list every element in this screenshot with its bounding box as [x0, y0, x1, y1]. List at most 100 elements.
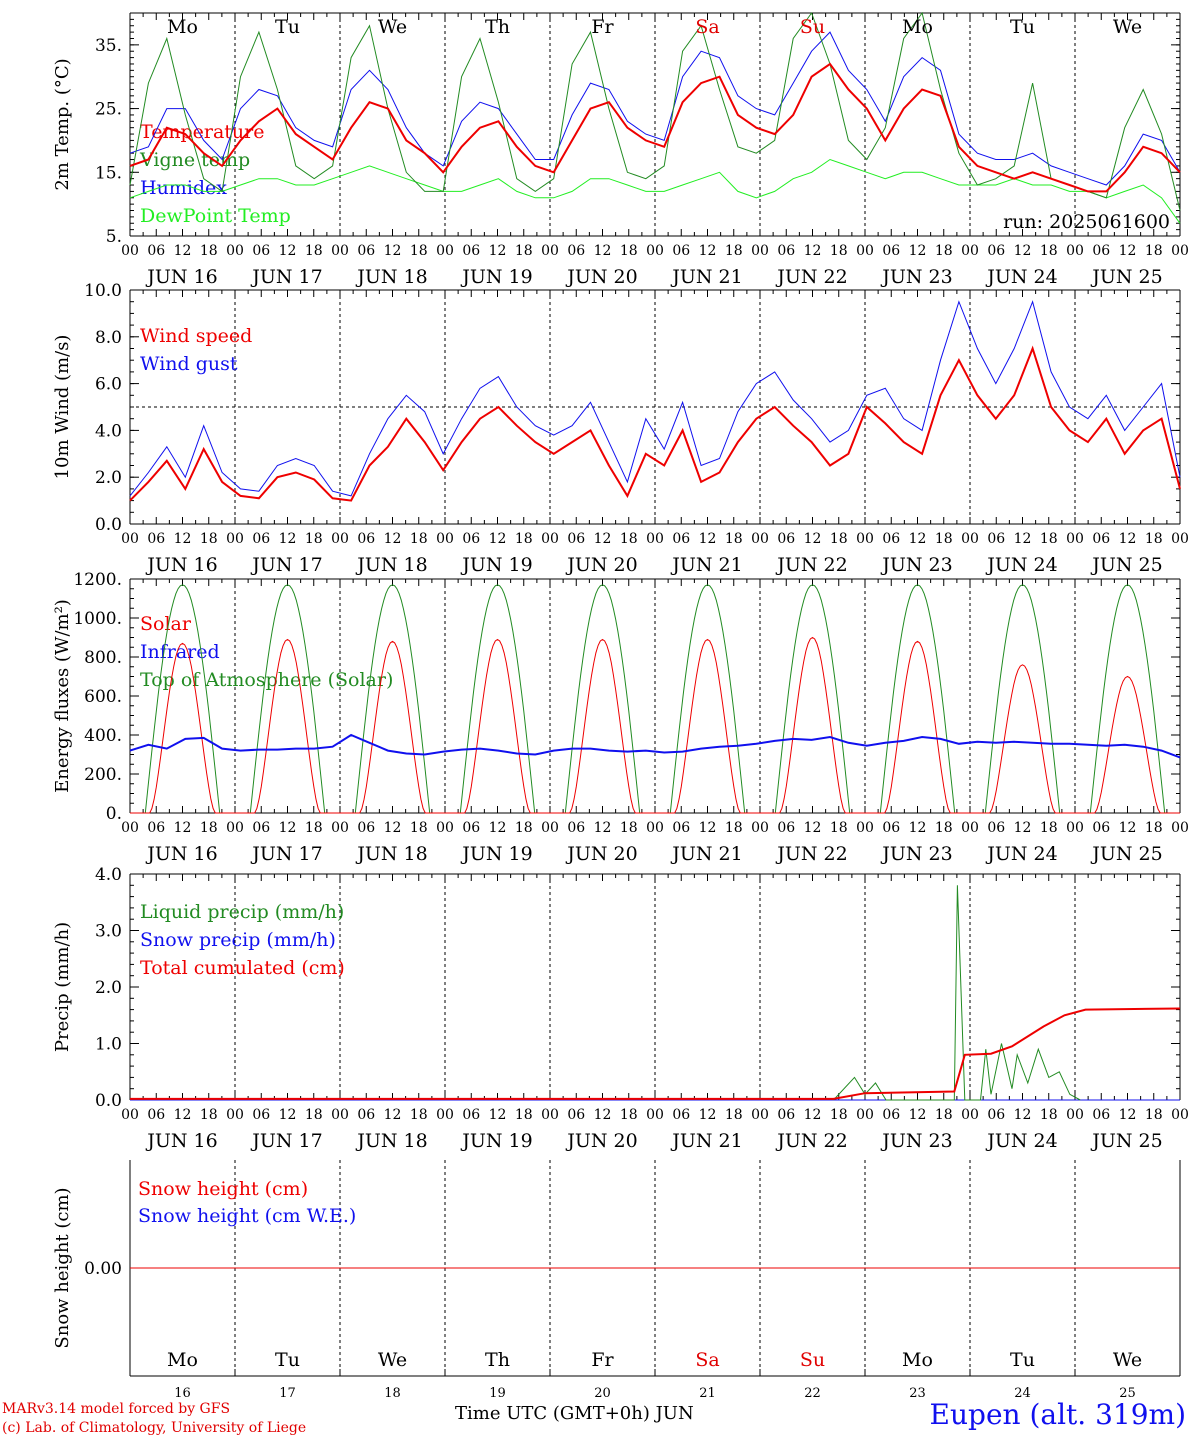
legend-entry: Infrared — [140, 641, 220, 663]
day-number: 21 — [699, 1386, 716, 1401]
y-tick-label: 4.0 — [95, 421, 122, 441]
hour-label: 18 — [515, 1107, 533, 1123]
hour-label: 12 — [489, 243, 507, 259]
hour-label: 06 — [462, 243, 480, 259]
hour-label: 12 — [1014, 1107, 1032, 1123]
hour-label: 12 — [909, 243, 927, 259]
hour-label: 00 — [856, 243, 874, 259]
y-tick-label: 8.0 — [95, 328, 122, 348]
hour-label: 12 — [699, 1107, 717, 1123]
hour-label: 06 — [777, 1107, 795, 1123]
hour-label: 12 — [1014, 243, 1032, 259]
hour-label: 12 — [699, 243, 717, 259]
hour-label: 00 — [1066, 531, 1084, 547]
legend-entry: Temperature — [140, 121, 264, 143]
hour-label: 06 — [882, 531, 900, 547]
hour-label: 06 — [252, 820, 270, 836]
hour-label: 00 — [961, 243, 979, 259]
y-tick-label: 0.00 — [84, 1259, 122, 1279]
hour-label: 00 — [436, 1107, 454, 1123]
hour-label: 12 — [804, 531, 822, 547]
hour-label: 18 — [1145, 1107, 1163, 1123]
hour-label: 00 — [646, 531, 664, 547]
date-label: JUN 18 — [355, 554, 427, 576]
hour-label: 18 — [200, 531, 218, 547]
hour-label: 06 — [672, 1107, 690, 1123]
series-line-humidex — [129, 31, 1181, 186]
hour-label: 06 — [777, 531, 795, 547]
hour-label: 18 — [515, 243, 533, 259]
hour-label: 18 — [1040, 820, 1058, 836]
hour-label: 00 — [121, 243, 139, 259]
hour-label: 12 — [909, 531, 927, 547]
hour-label: 12 — [279, 820, 297, 836]
hour-label: 00 — [226, 1107, 244, 1123]
y-axis-label: 10m Wind (m/s) — [52, 335, 73, 480]
hour-label: 18 — [305, 1107, 323, 1123]
legend-entry: Snow precip (mm/h) — [140, 929, 336, 951]
date-label: JUN 17 — [250, 554, 322, 576]
hour-label: 18 — [410, 243, 428, 259]
hour-label: 00 — [1066, 820, 1084, 836]
day-number: 18 — [384, 1386, 401, 1401]
y-tick-label: 0.0 — [95, 1091, 122, 1111]
legend-entry: Total cumulated (cm) — [140, 957, 345, 979]
hour-label: 00 — [331, 1107, 349, 1123]
hour-label: 06 — [672, 531, 690, 547]
hour-label: 18 — [830, 820, 848, 836]
y-axis-label: Precip (mm/h) — [52, 922, 73, 1052]
hour-label: 18 — [830, 243, 848, 259]
date-label: JUN 21 — [670, 1130, 742, 1152]
day-number: 19 — [489, 1386, 506, 1401]
hour-label: 00 — [856, 1107, 874, 1123]
y-tick-label: 35. — [95, 36, 122, 56]
hour-label: 06 — [567, 243, 585, 259]
hour-label: 06 — [987, 820, 1005, 836]
hour-label: 00 — [1066, 1107, 1084, 1123]
date-label: JUN 23 — [880, 843, 952, 865]
hour-label: 12 — [699, 531, 717, 547]
hour-label: 06 — [357, 1107, 375, 1123]
date-label: JUN 20 — [565, 554, 637, 576]
day-number: 17 — [279, 1386, 296, 1401]
hour-label: 00 — [541, 243, 559, 259]
hour-label: 06 — [882, 243, 900, 259]
date-label: JUN 18 — [355, 1130, 427, 1152]
hour-label: 12 — [1014, 531, 1032, 547]
hour-label: 00 — [856, 531, 874, 547]
day-number: 16 — [174, 1386, 191, 1401]
date-label: JUN 20 — [565, 1130, 637, 1152]
day-name-bottom: Tu — [1010, 1349, 1035, 1371]
hour-label: 00 — [646, 243, 664, 259]
y-axis-label: Snow height (cm) — [52, 1187, 73, 1348]
day-name: Sa — [695, 16, 719, 38]
hour-label: 06 — [147, 1107, 165, 1123]
hour-label: 18 — [620, 243, 638, 259]
hour-label: 06 — [252, 531, 270, 547]
day-name: We — [1113, 16, 1142, 38]
day-name: Tu — [1010, 16, 1035, 38]
date-label: JUN 25 — [1090, 554, 1162, 576]
date-label: JUN 24 — [985, 1130, 1057, 1152]
hour-label: 06 — [777, 243, 795, 259]
series-line-solar — [130, 636, 1180, 814]
hour-label: 00 — [646, 820, 664, 836]
hour-label: 18 — [935, 531, 953, 547]
series-line-total-cumulated — [130, 1007, 1181, 1100]
hour-label: 00 — [121, 1107, 139, 1123]
series-line-wind-gust — [129, 300, 1181, 497]
y-tick-label: 0. — [106, 804, 122, 824]
run-annotation: run: 2025061600 — [1003, 211, 1170, 233]
hour-label: 12 — [384, 1107, 402, 1123]
hour-label: 06 — [777, 820, 795, 836]
hour-label: 18 — [1040, 243, 1058, 259]
hour-label: 12 — [804, 243, 822, 259]
hour-label: 00 — [751, 243, 769, 259]
hour-label: 00 — [1171, 820, 1189, 836]
legend-entry: DewPoint Temp — [140, 205, 291, 227]
hour-label: 00 — [121, 531, 139, 547]
lab-credit: (c) Lab. of Climatology, University of L… — [2, 1420, 307, 1436]
date-label: JUN 16 — [145, 266, 217, 288]
hour-label: 18 — [1040, 531, 1058, 547]
